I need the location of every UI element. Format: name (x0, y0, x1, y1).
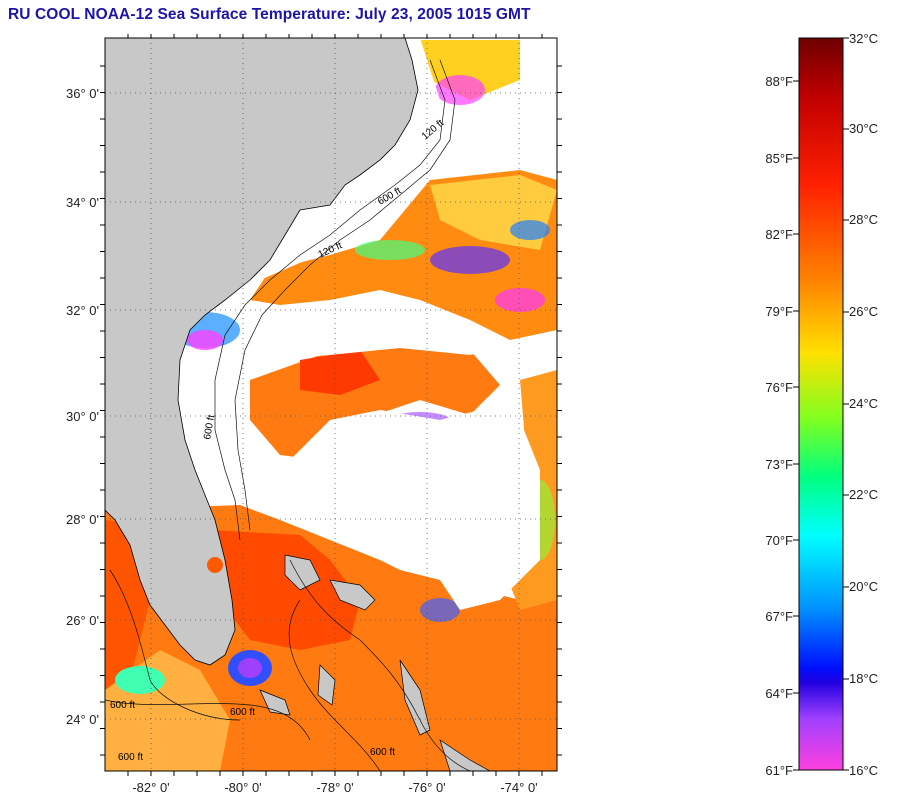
celsius-label: 26°C (849, 304, 878, 319)
celsius-label: 28°C (849, 212, 878, 227)
contour-label: 600 ft (118, 752, 143, 763)
celsius-label: 20°C (849, 579, 878, 594)
lon-label: -74° 0' (500, 780, 537, 795)
graticule (105, 38, 557, 771)
colorbar-fahrenheit-labels: 88°F 85°F 82°F 79°F 76°F 73°F 70°F 67°F … (765, 74, 793, 778)
fahrenheit-label: 61°F (765, 763, 793, 778)
lat-label: 26° 0' (66, 613, 99, 628)
lon-label: -82° 0' (132, 780, 169, 795)
lon-label: -76° 0' (408, 780, 445, 795)
lat-label: 36° 0' (66, 86, 99, 101)
lat-label: 30° 0' (66, 409, 99, 424)
fahrenheit-label: 70°F (765, 533, 793, 548)
fahrenheit-label: 64°F (765, 686, 793, 701)
bahamas-islands (259, 554, 491, 771)
map-title: RU COOL NOAA-12 Sea Surface Temperature:… (8, 6, 531, 23)
contour-label: 600 ft (202, 414, 217, 441)
celsius-label: 32°C (849, 31, 878, 46)
longitude-labels: -82° 0' -80° 0' -78° 0' -76° 0' -74° 0' (132, 780, 537, 795)
colorbar-celsius-labels: 32°C 30°C 28°C 26°C 24°C 22°C 20°C 18°C … (849, 31, 878, 778)
lat-label: 34° 0' (66, 195, 99, 210)
contour-label: 600 ft (370, 747, 395, 758)
fahrenheit-label: 82°F (765, 227, 793, 242)
celsius-label: 24°C (849, 396, 878, 411)
bathymetry-contours (105, 59, 471, 771)
contour-label: 600 ft (230, 707, 255, 718)
map-frame (104, 37, 558, 772)
fahrenheit-label: 76°F (765, 380, 793, 395)
lat-label: 28° 0' (66, 512, 99, 527)
fahrenheit-label: 67°F (765, 609, 793, 624)
lon-label: -78° 0' (316, 780, 353, 795)
axis-ticks (100, 34, 562, 776)
celsius-label: 30°C (849, 121, 878, 136)
colorbar (798, 37, 844, 771)
fahrenheit-label: 73°F (765, 457, 793, 472)
lat-label: 24° 0' (66, 712, 99, 727)
celsius-label: 16°C (849, 763, 878, 778)
fahrenheit-label: 79°F (765, 304, 793, 319)
lat-label: 32° 0' (66, 303, 99, 318)
fahrenheit-label: 88°F (765, 74, 793, 89)
contour-label: 600 ft (110, 700, 135, 711)
celsius-label: 18°C (849, 671, 878, 686)
land-mass (105, 38, 419, 666)
lon-label: -80° 0' (224, 780, 261, 795)
fahrenheit-label: 85°F (765, 151, 793, 166)
celsius-label: 22°C (849, 487, 878, 502)
colorbar-ticks (793, 37, 849, 771)
latitude-labels: 36° 0' 34° 0' 32° 0' 30° 0' 28° 0' 26° 0… (66, 86, 99, 727)
